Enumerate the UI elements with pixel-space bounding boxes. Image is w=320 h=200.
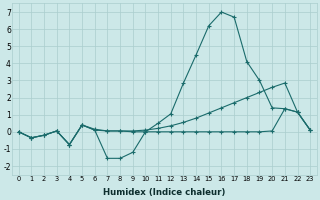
X-axis label: Humidex (Indice chaleur): Humidex (Indice chaleur): [103, 188, 226, 197]
